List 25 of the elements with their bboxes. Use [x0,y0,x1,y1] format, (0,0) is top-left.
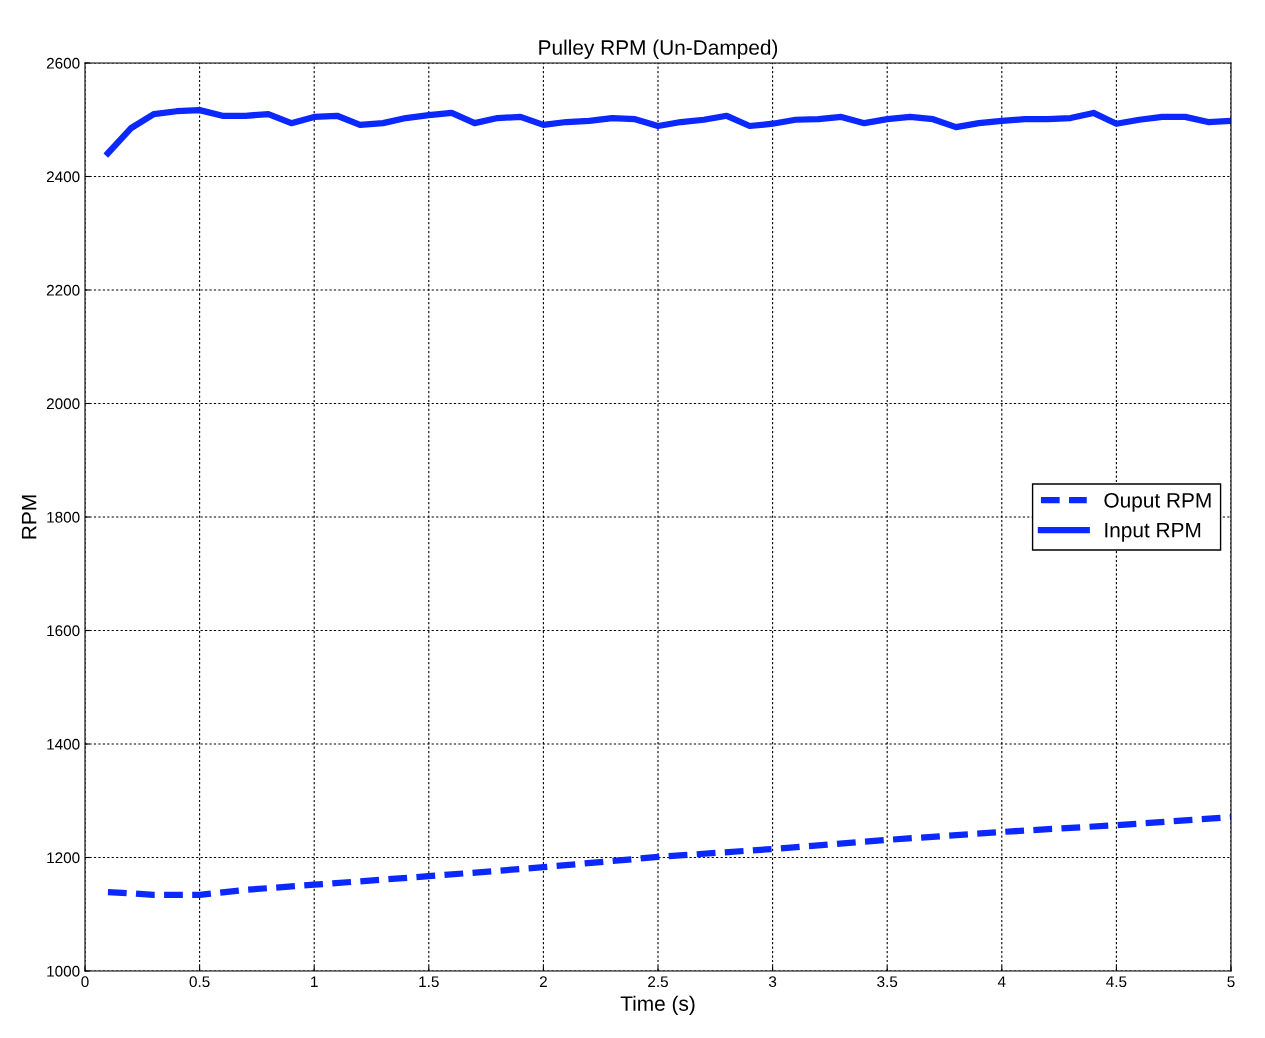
x-tick-label: 2 [539,976,547,987]
y-tick-label: 1000 [47,965,80,977]
y-tick-label: 2200 [46,284,80,296]
x-tick-label: 3.5 [877,976,898,988]
y-tick-label: 1200 [47,852,80,864]
legend-label: Ouput RPM [1104,492,1211,512]
y-tick-label: 1800 [47,511,80,523]
x-tick-label: 4.5 [1106,976,1127,988]
x-tick-label: 1 [311,976,318,987]
x-tick-label: 2.5 [648,976,668,988]
y-tick-label: 2600 [46,57,80,69]
y-tick-label: 2400 [46,171,80,183]
legend-label: Input RPM [1105,522,1201,542]
x-tick-label: 0 [81,976,89,988]
chart-title: Pulley RPM (Un-Damped) [539,39,778,59]
y-tick-label: 1600 [47,625,80,637]
y-tick-label: 2000 [46,398,80,410]
x-axis-title: Time (s) [620,995,695,1016]
y-tick-label: 1400 [47,738,80,750]
y-axis-title: RPM [21,495,37,539]
x-tick-label: 3 [768,976,777,988]
x-tick-label: 0.5 [189,976,210,988]
x-tick-label: 1.5 [419,976,439,988]
x-tick-label: 4 [997,976,1006,987]
x-tick-label: 5 [1227,976,1235,988]
